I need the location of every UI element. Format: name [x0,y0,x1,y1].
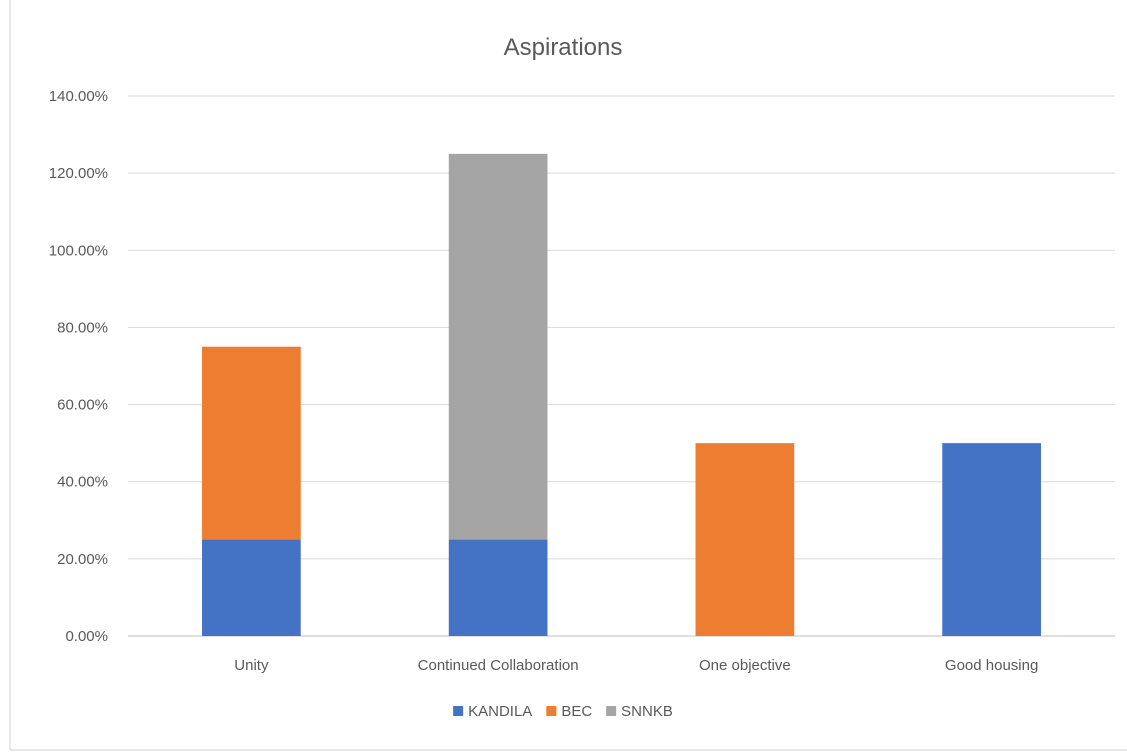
legend-label-kandila: KANDILA [468,703,532,720]
x-tick-label: One objective [699,657,791,674]
bar-kandila-unity [202,539,301,636]
x-tick-label: Unity [234,657,269,674]
y-tick-label: 0.00% [65,628,108,645]
legend-swatch-snnkb [606,706,617,716]
bar-kandila-continued-collaboration [448,539,548,636]
legend: KANDILA BEC SNNKB [453,703,673,720]
bar-bec-one-objective [695,443,795,636]
y-axis-tick-labels: 0.00% 20.00% 40.00% 60.00% 80.00% 100.00% 120.… [49,88,108,645]
y-tick-label: 100.00% [49,242,108,259]
bar-snnkb-continued-collaboration [448,153,548,540]
x-tick-label: Continued Collaboration [418,657,579,674]
legend-swatch-kandila [453,706,464,716]
bars [202,153,1041,636]
y-tick-label: 40.00% [57,474,108,491]
chart-title: Aspirations [504,34,623,61]
y-tick-label: 80.00% [57,319,108,336]
legend-swatch-bec [546,706,557,716]
legend-label-bec: BEC [561,703,592,720]
legend-label-snnkb: SNNKB [621,703,673,720]
y-tick-label: 20.00% [57,551,108,568]
x-tick-label: Good housing [945,657,1038,674]
y-tick-label: 60.00% [57,397,108,414]
bar-kandila-good-housing [942,443,1041,636]
y-tick-label: 140.00% [49,88,108,105]
bar-bec-unity [202,346,301,540]
x-axis-tick-labels: Unity Continued Collaboration One objectiv… [234,657,1038,674]
y-tick-label: 120.00% [49,165,108,182]
